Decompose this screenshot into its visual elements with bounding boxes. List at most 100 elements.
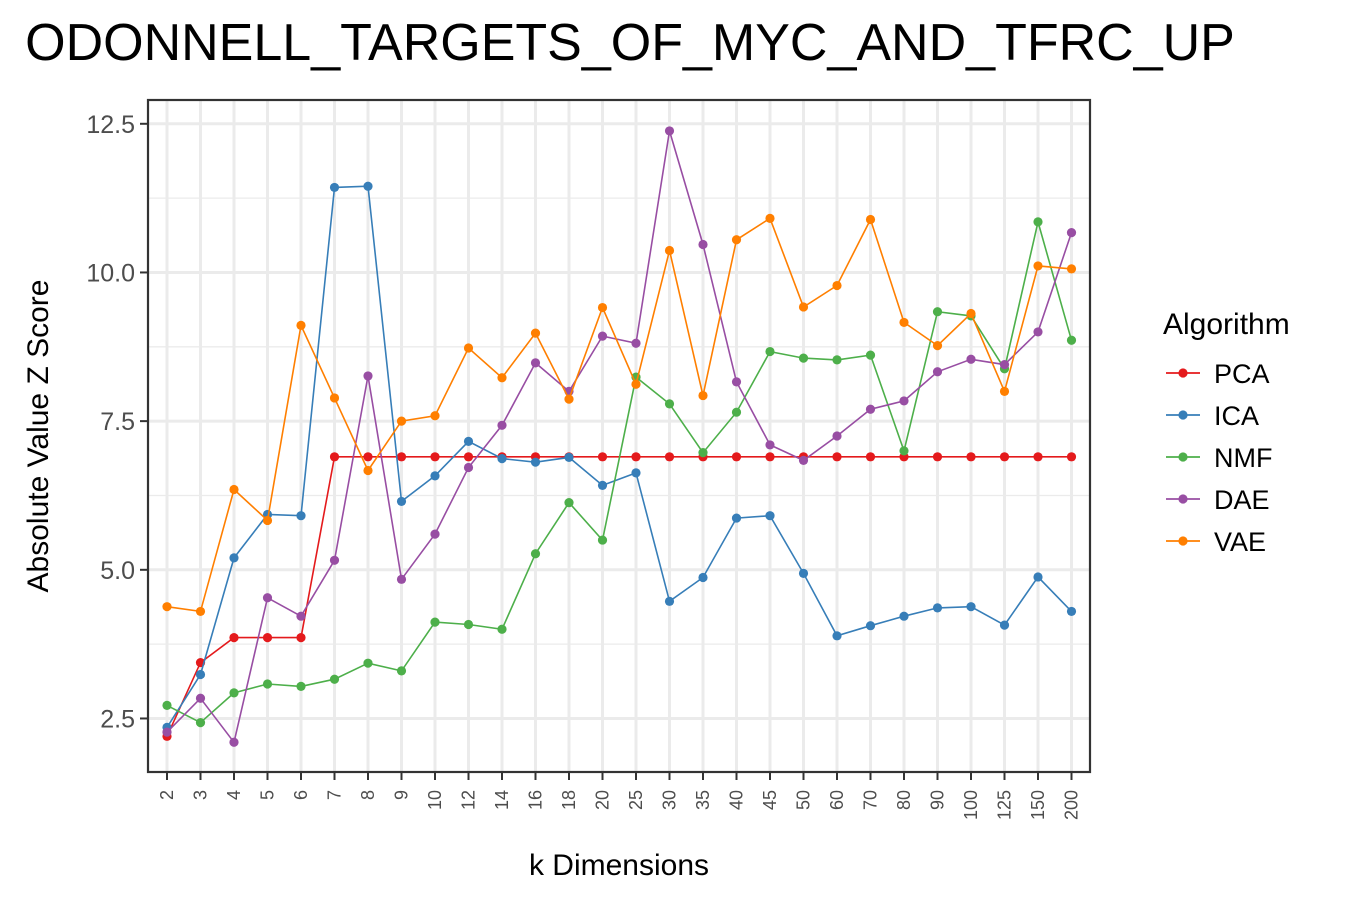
x-tick-label: 45 xyxy=(760,790,780,810)
data-point-dae xyxy=(932,367,943,377)
x-tick-label: 20 xyxy=(593,790,613,810)
x-tick-label: 7 xyxy=(325,790,345,800)
data-point-vae xyxy=(530,328,541,338)
data-point-dae xyxy=(396,574,407,584)
data-point-dae xyxy=(1033,327,1043,337)
x-tick-label: 8 xyxy=(358,790,378,800)
data-point-nmf xyxy=(664,399,675,409)
data-point-vae xyxy=(999,386,1010,396)
data-point-vae xyxy=(698,390,708,401)
plot-panel-border xyxy=(146,98,1092,774)
x-tick-label: 100 xyxy=(961,790,981,820)
data-point-dae xyxy=(162,727,172,737)
x-tick-label: 9 xyxy=(392,790,412,800)
legend-label: DAE xyxy=(1214,485,1270,515)
data-point-dae xyxy=(899,396,909,406)
series-line-vae xyxy=(166,217,1072,613)
data-point-dae xyxy=(698,239,708,250)
data-point-dae xyxy=(865,404,876,414)
y-tick-label: 12.5 xyxy=(86,111,135,139)
legend-item-dae: DAE xyxy=(1166,485,1270,515)
legend-title: Algorithm xyxy=(1163,308,1290,341)
x-tick-label: 2 xyxy=(157,790,177,800)
data-point-ica xyxy=(430,471,440,481)
data-point-ica xyxy=(966,602,976,612)
legend-key-point xyxy=(1178,494,1188,504)
data-point-ica xyxy=(195,669,206,680)
data-point-vae xyxy=(731,235,742,245)
data-point-nmf xyxy=(497,624,507,634)
data-point-ica xyxy=(396,496,407,507)
x-tick-label: 40 xyxy=(727,790,747,810)
data-point-dae xyxy=(430,529,440,539)
data-point-ica xyxy=(865,621,876,631)
data-point-pca xyxy=(430,452,440,462)
data-point-ica xyxy=(664,596,675,606)
x-tick-label: 6 xyxy=(291,790,311,800)
data-point-vae xyxy=(832,280,842,291)
data-point-dae xyxy=(664,126,675,136)
series-line-dae xyxy=(166,130,1073,745)
data-point-dae xyxy=(731,377,742,387)
data-point-nmf xyxy=(195,718,206,728)
axes: 2.55.07.510.012.52 3 4 5 6 7 8 9 10 12 14 16 18 20 25 3… xyxy=(86,111,1081,820)
data-point-ica xyxy=(731,513,742,523)
data-point-dae xyxy=(631,338,641,348)
data-point-vae xyxy=(765,213,775,223)
data-point-pca xyxy=(1066,452,1077,462)
data-point-nmf xyxy=(162,700,172,710)
data-point-vae xyxy=(664,245,675,256)
data-point-nmf xyxy=(798,353,809,363)
data-point-vae xyxy=(631,379,641,389)
data-point-nmf xyxy=(731,407,742,417)
data-point-dae xyxy=(363,371,373,381)
chart-title: ODONNELL_TARGETS_OF_MYC_AND_TFRC_UP xyxy=(25,14,1235,72)
data-point-vae xyxy=(396,416,407,426)
data-point-vae xyxy=(430,411,440,421)
legend-label: VAE xyxy=(1214,527,1266,557)
data-point-pca xyxy=(329,452,340,462)
data-point-ica xyxy=(899,611,909,621)
data-point-pca xyxy=(296,633,306,643)
data-point-vae xyxy=(597,302,608,313)
data-point-ica xyxy=(999,620,1010,630)
x-tick-label: 90 xyxy=(928,790,948,810)
data-point-vae xyxy=(966,308,976,319)
data-point-vae xyxy=(296,320,306,330)
data-point-vae xyxy=(899,317,909,328)
legend-item-nmf: NMF xyxy=(1166,443,1272,473)
x-tick-label: 70 xyxy=(861,790,881,810)
data-point-ica xyxy=(932,603,943,613)
legend-key-point xyxy=(1178,368,1188,378)
x-tick-label: 60 xyxy=(827,790,847,810)
data-point-vae xyxy=(329,393,340,403)
legend-item-pca: PCA xyxy=(1166,359,1270,389)
data-point-dae xyxy=(832,431,842,441)
data-point-dae xyxy=(999,360,1010,370)
data-point-dae xyxy=(296,611,306,621)
series-vae xyxy=(162,213,1077,617)
data-point-pca xyxy=(865,452,876,462)
data-point-vae xyxy=(162,602,172,612)
legend-label: NMF xyxy=(1214,443,1272,473)
data-point-pca xyxy=(396,452,407,462)
legend-item-ica: ICA xyxy=(1166,401,1259,431)
data-point-ica xyxy=(564,452,574,463)
data-point-nmf xyxy=(597,535,608,545)
x-axis-title: k Dimensions xyxy=(529,849,709,882)
data-point-pca xyxy=(363,452,373,462)
data-point-nmf xyxy=(765,346,775,357)
data-point-pca xyxy=(664,452,675,462)
data-point-vae xyxy=(229,484,239,495)
data-point-vae xyxy=(262,515,273,526)
data-point-vae xyxy=(564,394,574,404)
legend-key-point xyxy=(1178,452,1188,462)
data-point-pca xyxy=(832,452,842,462)
data-point-nmf xyxy=(1033,217,1043,227)
y-tick-label: 5.0 xyxy=(100,557,135,585)
series-line-nmf xyxy=(166,221,1073,724)
y-axis-title: Absolute Value Z Score xyxy=(22,280,55,593)
grid-lines xyxy=(148,100,1090,772)
data-point-dae xyxy=(530,358,541,368)
data-point-nmf xyxy=(932,307,943,317)
